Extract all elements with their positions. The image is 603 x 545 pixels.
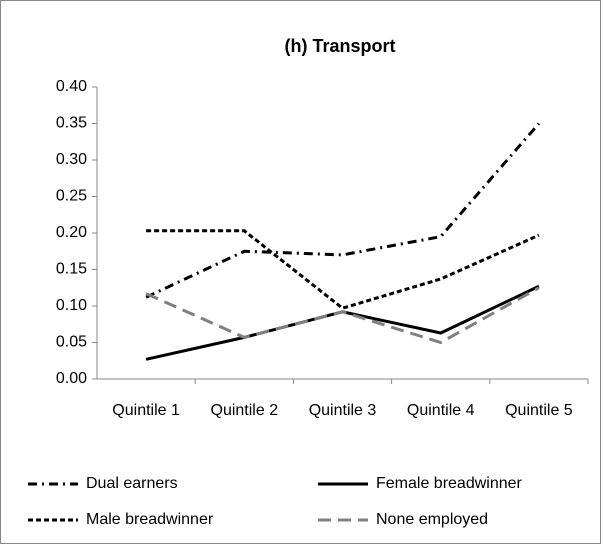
x-tick-label: Quintile 2: [211, 402, 279, 419]
y-tick-label: 0.00: [56, 370, 87, 387]
y-tick-label: 0.05: [56, 334, 87, 351]
x-tick-label: Quintile 3: [309, 402, 377, 419]
legend-label: None employed: [376, 511, 488, 528]
y-tick-label: 0.20: [56, 224, 87, 241]
series-line: [146, 229, 540, 310]
y-tick-label: 0.15: [56, 261, 87, 278]
legend-label: Dual earners: [86, 475, 178, 492]
series-line: [145, 286, 540, 345]
y-tick-label: 0.10: [56, 297, 87, 314]
y-tick-label: 0.25: [56, 188, 87, 205]
x-tick-label: Quintile 1: [112, 402, 180, 419]
legend-label: Female breadwinner: [376, 475, 523, 492]
x-tick-label: Quintile 4: [407, 402, 475, 419]
y-tick-label: 0.30: [56, 151, 87, 168]
y-tick-label: 0.40: [56, 78, 87, 95]
legend-label: Male breadwinner: [86, 511, 214, 528]
x-tick-label: Quintile 5: [505, 402, 573, 419]
y-tick-label: 0.35: [56, 115, 87, 132]
chart-title: (h) Transport: [285, 36, 396, 56]
